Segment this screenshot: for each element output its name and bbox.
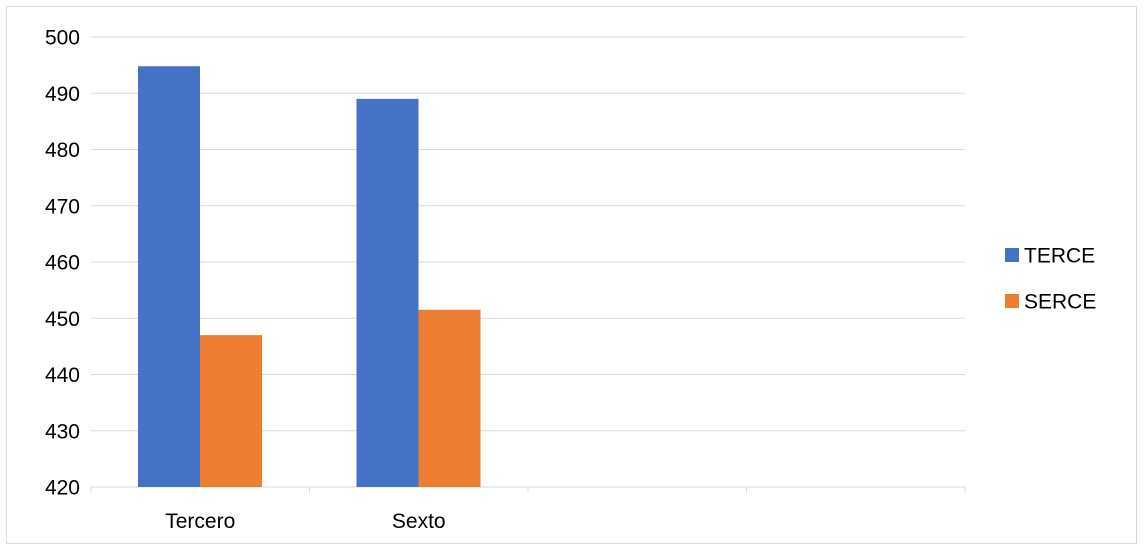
y-tick-label: 480 bbox=[45, 139, 80, 162]
legend-label-terce: TERCE bbox=[1024, 245, 1095, 268]
x-axis-category-labels: Tercero Sexto bbox=[165, 510, 445, 533]
y-tick-label: 430 bbox=[45, 420, 80, 443]
y-tick-label: 490 bbox=[45, 83, 80, 106]
x-category-label: Sexto bbox=[392, 510, 446, 533]
x-category-label: Tercero bbox=[165, 510, 235, 533]
y-tick-label: 440 bbox=[45, 364, 80, 387]
bar-serce-sexto bbox=[418, 309, 481, 487]
bars bbox=[138, 66, 481, 487]
x-axis bbox=[90, 486, 966, 493]
bar-terce-sexto bbox=[356, 98, 419, 487]
legend-swatch-terce bbox=[1005, 248, 1019, 262]
y-tick-label: 500 bbox=[45, 27, 80, 50]
bar-serce-tercero bbox=[200, 335, 262, 487]
y-tick-label: 450 bbox=[45, 308, 80, 331]
legend-label-serce: SERCE bbox=[1024, 291, 1096, 314]
y-axis-tick-labels: 420 430 440 450 460 470 480 490 500 bbox=[45, 27, 80, 500]
y-tick-label: 470 bbox=[45, 195, 80, 218]
y-tick-label: 420 bbox=[45, 477, 80, 500]
legend-swatch-serce bbox=[1005, 294, 1019, 308]
y-tick-label: 460 bbox=[45, 252, 80, 275]
legend: TERCE SERCE bbox=[1005, 245, 1096, 314]
bar-terce-tercero bbox=[138, 66, 200, 487]
